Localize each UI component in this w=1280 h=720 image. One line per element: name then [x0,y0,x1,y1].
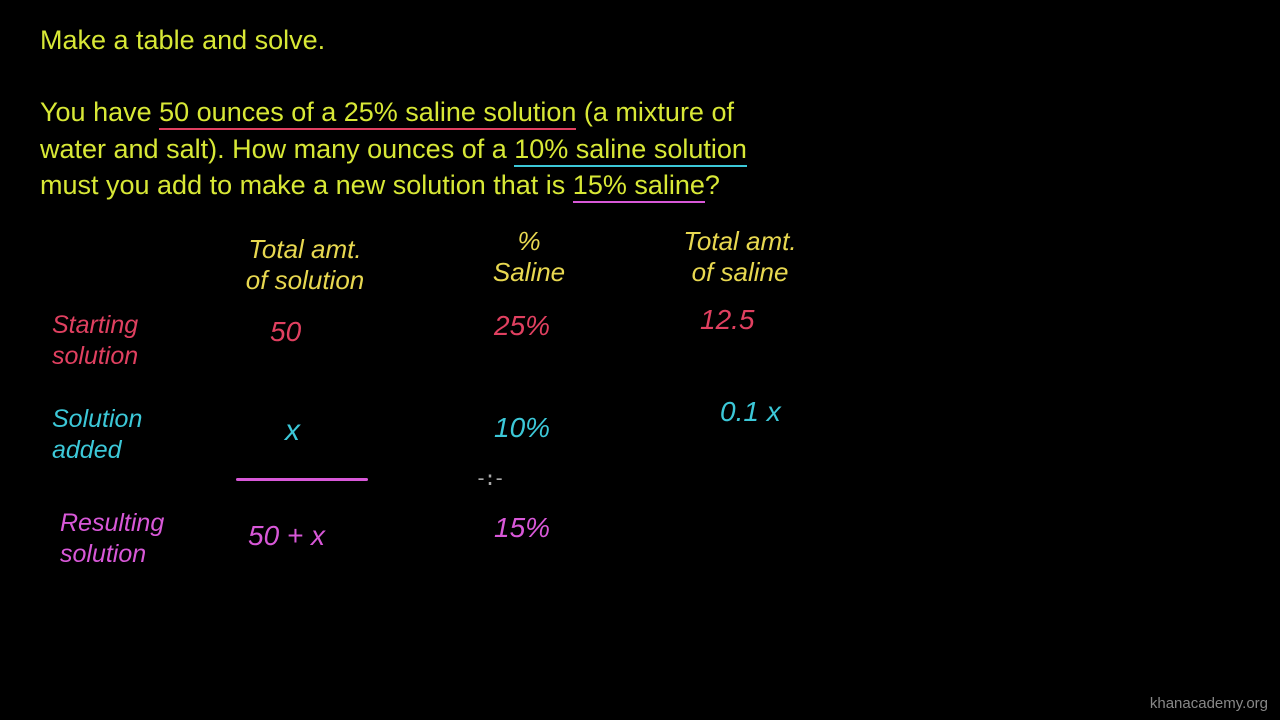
cell-resulting-amt: 50 + x [248,520,325,552]
problem-line-2: water and salt). How many ounces of a 10… [40,131,890,167]
cell-added-amt: x [285,414,300,448]
underlined-given: 50 ounces of a 25% saline solution [159,97,576,130]
row-label-starting: Startingsolution [52,310,138,373]
col-header-percent: %Saline [484,226,574,288]
cell-added-pct: 10% [494,412,550,444]
col-header-saline: Total amt.of saline [655,226,825,288]
problem-line-3: must you add to make a new solution that… [40,167,890,203]
cell-resulting-pct: 15% [494,512,550,544]
underlined-target: 15% saline [573,170,705,203]
problem-statement: Make a table and solve. You have 50 ounc… [40,22,890,204]
problem-line-1: You have 50 ounces of a 25% saline solut… [40,94,890,130]
watermark: khanacademy.org [1150,695,1268,712]
instruction-text: Make a table and solve. [40,25,325,55]
cell-starting-saline: 12.5 [700,304,755,336]
underlined-added: 10% saline solution [514,134,747,167]
instruction-line: Make a table and solve. [40,22,890,58]
cell-added-saline: 0.1 x [720,396,781,428]
col-header-amount: Total amt.of solution [215,234,395,296]
cursor-icon: -:- [475,466,502,490]
cell-starting-amt: 50 [270,316,301,348]
row-label-added: Solutionadded [52,404,142,467]
row-label-resulting: Resultingsolution [60,508,164,571]
cell-starting-pct: 25% [494,310,550,342]
divider-line [236,478,368,481]
